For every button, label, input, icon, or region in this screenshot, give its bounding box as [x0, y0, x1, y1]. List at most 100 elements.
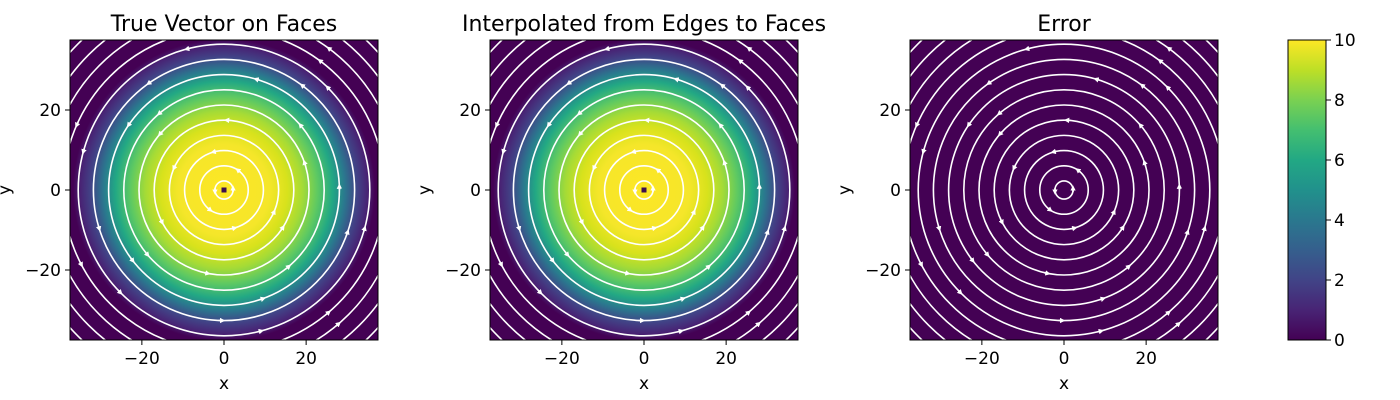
y-axis-label: y	[0, 185, 15, 195]
stream-arrow	[1184, 229, 1190, 236]
stream-arrow	[1022, 33, 1026, 34]
streamline	[603, 149, 685, 231]
stream-arrow	[906, 269, 908, 273]
colorbar-tick-label: 8	[1334, 91, 1345, 111]
streamline	[183, 149, 265, 231]
colorbar-tick-label: 2	[1334, 271, 1345, 291]
stream-arrow	[749, 348, 752, 350]
panel-error: Error −20 0 20 −20 0 20 x y	[835, 1, 1224, 394]
stream-arrow	[285, 264, 292, 270]
stream-arrow	[382, 82, 384, 85]
stream-arrow	[607, 362, 611, 363]
stream-arrow	[679, 296, 686, 302]
stream-arrow	[482, 116, 484, 120]
x-tick-label: 20	[1135, 349, 1157, 369]
stream-arrow	[1046, 206, 1053, 212]
stream-arrow	[1222, 82, 1224, 85]
stream-arrow	[577, 130, 584, 137]
stream-arrow	[690, 209, 696, 216]
stream-arrow	[203, 270, 211, 276]
x-tick-label: 0	[1059, 349, 1070, 369]
stream-arrow	[486, 269, 488, 273]
stream-arrow	[610, 347, 614, 348]
colorbar-tick-label: 6	[1334, 151, 1345, 171]
stream-arrow	[802, 82, 804, 85]
stream-arrow	[397, 325, 399, 328]
streamlines	[36, 40, 399, 340]
stream-arrow	[257, 328, 265, 335]
stream-arrow	[1027, 362, 1031, 363]
streamline	[138, 104, 310, 276]
stream-arrow	[116, 289, 123, 295]
stream-arrow	[433, 119, 434, 123]
streamlines	[433, 2, 832, 378]
streamline	[618, 164, 670, 216]
stream-arrow	[737, 58, 744, 65]
stream-arrow	[36, 151, 37, 155]
stream-arrow	[623, 270, 631, 276]
stream-arrow	[719, 83, 726, 89]
stream-arrow	[626, 206, 633, 212]
stream-arrow	[699, 224, 705, 231]
stream-arrow	[210, 148, 218, 155]
stream-arrow	[1125, 264, 1132, 270]
stream-arrow	[998, 218, 1004, 226]
stream-arrow	[858, 271, 859, 275]
y-tick-label: −20	[865, 261, 901, 281]
x-axis-label: x	[1059, 374, 1069, 394]
stream-arrow	[776, 346, 779, 349]
stream-arrow	[921, 147, 927, 155]
stream-arrow	[984, 251, 990, 258]
stream-arrow	[77, 261, 83, 268]
panel-interpolated: Interpolated from Edges to Faces −20 0 20−…	[415, 2, 832, 394]
stream-arrow	[66, 269, 68, 273]
stream-arrow	[578, 218, 584, 226]
stream-arrow	[230, 225, 238, 232]
y-tick-label: 0	[50, 181, 61, 201]
stream-arrow	[1093, 77, 1100, 83]
stream-arrow	[904, 295, 906, 298]
stream-arrow	[945, 1, 948, 3]
panel-title: Error	[1037, 12, 1092, 37]
stream-arrow	[1165, 85, 1172, 91]
stream-arrow	[605, 377, 609, 378]
stream-arrow	[1030, 347, 1034, 348]
stream-arrow	[1169, 348, 1172, 350]
stream-arrow	[745, 85, 752, 91]
x-tick-label: 20	[295, 349, 317, 369]
stream-arrow	[746, 46, 753, 53]
stream-arrow	[917, 261, 923, 268]
origin-core	[641, 187, 647, 193]
x-tick-label: −20	[124, 349, 160, 369]
stream-arrow	[831, 225, 832, 229]
stream-arrow	[438, 271, 439, 275]
stream-arrow	[1166, 46, 1173, 53]
stream-arrow	[650, 225, 658, 232]
stream-arrow	[1050, 148, 1058, 155]
y-tick-label: 0	[890, 181, 901, 201]
stream-arrow	[270, 209, 276, 216]
stream-arrow	[1099, 296, 1106, 302]
colorbar-gradient	[1287, 39, 1327, 341]
panel-true-vector: True Vector on Faces −20 0 20 −20 0 20 x y	[0, 12, 399, 394]
stream-arrow	[156, 110, 163, 116]
streamline	[962, 88, 1166, 292]
stream-arrow	[495, 121, 501, 128]
stream-arrow	[1142, 159, 1148, 167]
streamline	[1038, 164, 1090, 216]
plot-area: −20 0 20 −20 0 20	[25, 39, 399, 369]
stream-arrow	[592, 164, 598, 171]
stream-arrow	[996, 110, 1003, 116]
stream-arrow	[1070, 225, 1078, 232]
stream-arrow	[1012, 164, 1018, 171]
stream-arrow	[536, 289, 543, 295]
y-axis-label: y	[835, 185, 855, 195]
stream-arrow	[515, 225, 522, 232]
stream-arrow	[915, 121, 921, 128]
stream-arrow	[388, 40, 391, 43]
streamline	[122, 88, 326, 292]
stream-arrow	[929, 31, 932, 34]
stream-arrow	[183, 45, 191, 52]
stream-arrow	[679, 2, 683, 3]
stream-arrow	[1165, 310, 1171, 316]
